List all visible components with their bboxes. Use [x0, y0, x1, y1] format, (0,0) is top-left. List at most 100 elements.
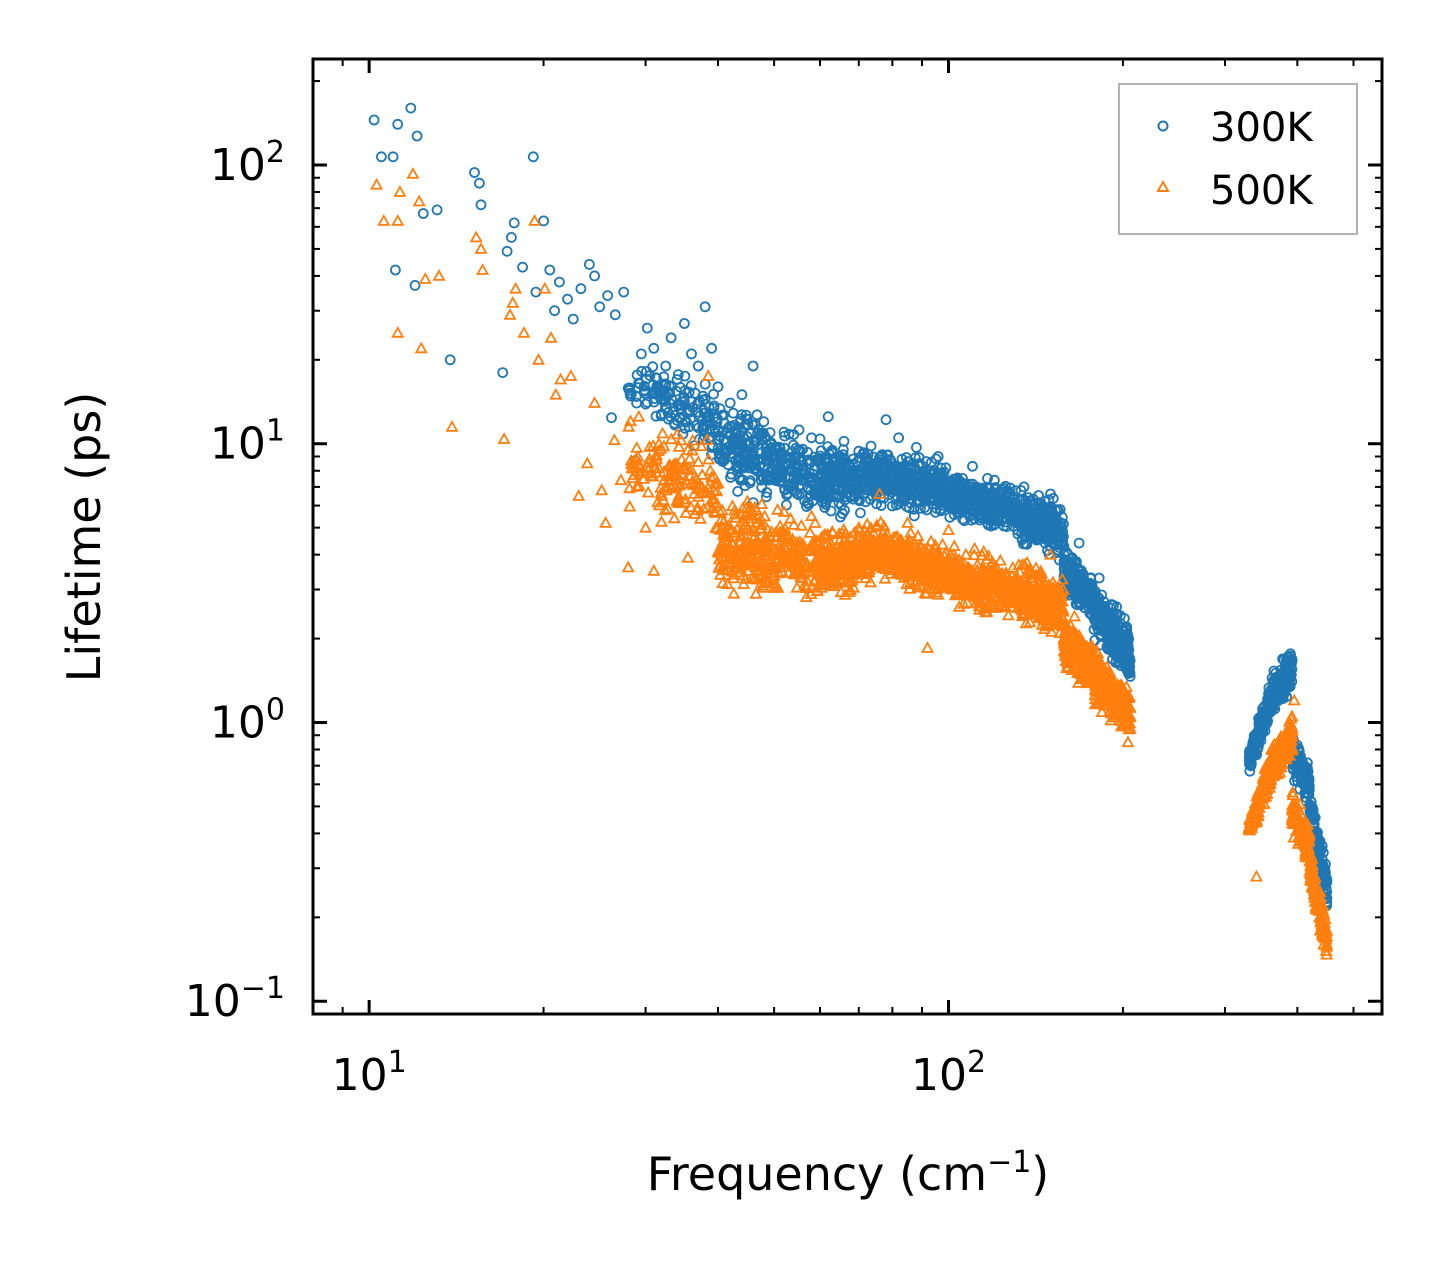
point-500k — [1051, 605, 1065, 617]
point-500k — [876, 561, 890, 573]
point-500k — [804, 509, 819, 521]
point-500k — [1065, 645, 1079, 658]
point-300k — [641, 322, 653, 334]
point-300k — [392, 118, 404, 130]
point-500k — [1121, 735, 1135, 748]
point-500k — [1039, 616, 1053, 629]
point-500k — [528, 214, 542, 226]
point-300k — [874, 454, 885, 466]
point-300k — [1255, 722, 1267, 733]
point-500k — [877, 519, 891, 531]
point-500k — [1092, 660, 1106, 673]
point-500k — [835, 573, 849, 586]
point-500k — [672, 440, 686, 452]
point-500k — [715, 503, 729, 516]
point-500k — [903, 541, 917, 554]
point-500k — [727, 586, 741, 599]
point-500k — [901, 516, 915, 528]
point-300k — [1046, 504, 1058, 516]
point-300k — [974, 499, 986, 511]
point-300k — [989, 482, 1001, 493]
point-500k — [893, 544, 907, 557]
point-300k — [797, 443, 809, 455]
point-500k — [673, 472, 687, 485]
point-300k — [698, 420, 709, 432]
point-500k — [700, 500, 714, 513]
point-300k — [915, 502, 926, 514]
point-500k — [749, 553, 763, 566]
point-500k — [683, 469, 697, 482]
point-300k — [1106, 599, 1117, 610]
point-500k — [753, 521, 767, 534]
point-300k — [714, 453, 725, 465]
point-500k — [848, 546, 862, 559]
point-300k — [1114, 610, 1126, 622]
point-300k — [737, 474, 749, 486]
point-300k — [908, 510, 920, 522]
point-300k — [848, 466, 860, 478]
point-500k — [901, 564, 915, 577]
point-500k — [1119, 695, 1133, 708]
point-500k — [414, 341, 428, 354]
point-500k — [754, 512, 768, 525]
point-500k — [1023, 615, 1037, 628]
point-300k — [679, 370, 691, 382]
point-500k — [783, 511, 798, 524]
point-500k — [679, 506, 693, 518]
point-300k — [984, 500, 996, 512]
point-500k — [861, 565, 875, 578]
point-300k — [650, 410, 662, 422]
point-500k — [715, 520, 729, 533]
point-500k — [691, 455, 705, 467]
point-300k — [411, 130, 423, 142]
point-300k — [815, 468, 827, 480]
point-500k — [793, 535, 807, 547]
point-500k — [740, 522, 754, 535]
point-300k — [1274, 680, 1286, 691]
point-300k — [1292, 755, 1304, 767]
point-500k — [1043, 547, 1058, 560]
point-500k — [1034, 599, 1048, 612]
point-300k — [692, 360, 704, 372]
point-500k — [1019, 616, 1033, 629]
point-300k — [969, 513, 981, 525]
point-500k — [984, 575, 999, 587]
point-500k — [999, 568, 1013, 581]
point-500k — [632, 478, 646, 491]
point-300k — [716, 409, 728, 421]
point-500k — [1112, 697, 1126, 710]
point-500k — [989, 601, 1003, 613]
point-300k — [417, 208, 429, 219]
point-300k — [665, 332, 677, 344]
point-500k — [712, 552, 726, 565]
point-300k — [930, 453, 942, 465]
point-300k — [893, 432, 904, 444]
point-500k — [1071, 675, 1085, 688]
point-300k — [1267, 692, 1279, 704]
point-500k — [672, 496, 686, 508]
point-500k — [919, 564, 933, 577]
point-500k — [622, 481, 637, 494]
point-300k — [650, 372, 661, 384]
point-500k — [947, 563, 961, 576]
point-300k — [368, 114, 380, 126]
point-300k — [855, 507, 866, 519]
point-300k — [860, 474, 872, 486]
point-500k — [740, 494, 754, 507]
point-500k — [377, 214, 391, 226]
point-300k — [387, 151, 399, 163]
point-500k — [1100, 666, 1114, 679]
point-300k — [914, 496, 926, 508]
point-300k — [862, 448, 874, 460]
point-500k — [667, 511, 681, 524]
point-500k — [614, 473, 628, 486]
point-500k — [890, 529, 904, 542]
point-300k — [708, 400, 720, 412]
point-300k — [795, 488, 807, 500]
point-300k — [699, 301, 711, 313]
point-500k — [970, 558, 984, 570]
point-300k — [995, 490, 1007, 502]
point-500k — [1041, 587, 1056, 600]
point-500k — [1082, 641, 1097, 654]
point-300k — [640, 398, 652, 410]
